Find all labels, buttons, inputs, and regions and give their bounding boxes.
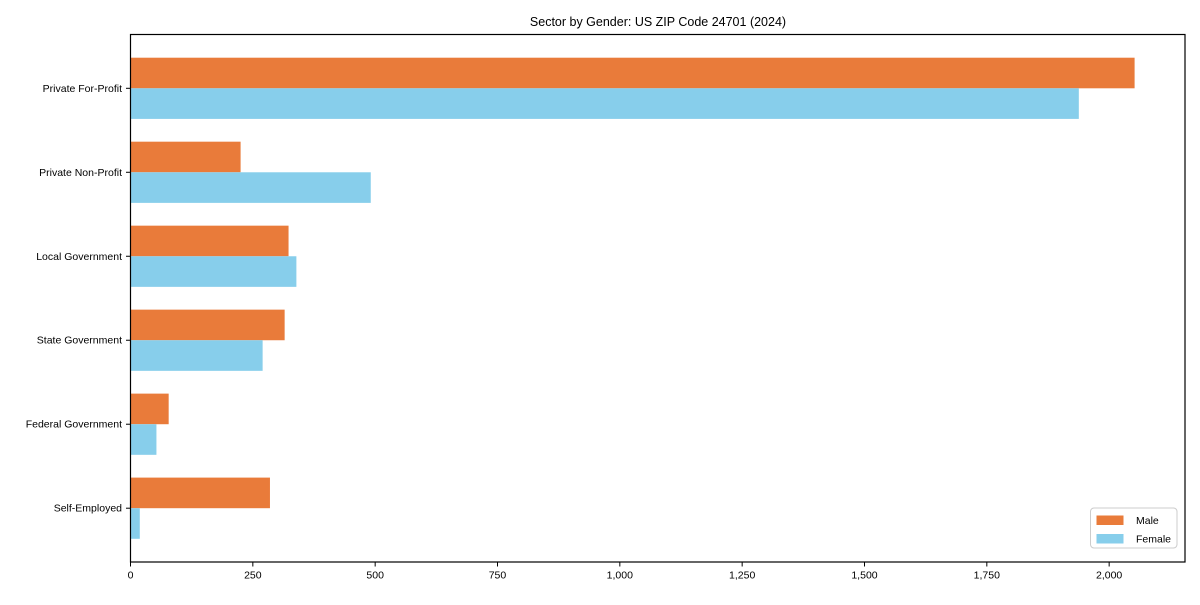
bar-female-0: [130, 88, 1079, 119]
x-tick-label: 750: [489, 570, 507, 582]
x-tick-label: 2,000: [1096, 570, 1122, 582]
legend-swatch-male: [1096, 515, 1124, 525]
category-label-6: Self-Employed: [54, 503, 122, 515]
bar-male-5: [130, 477, 270, 509]
category-label-5: Federal Government: [26, 419, 122, 431]
bar-male-4: [130, 393, 169, 425]
x-tick-label: 1,750: [974, 570, 1000, 582]
bar-female-4: [130, 424, 157, 455]
bar-female-5: [130, 508, 140, 539]
x-tick-label: 1,250: [729, 570, 755, 582]
category-label-4: State Government: [37, 335, 122, 347]
x-tick-label: 1,500: [851, 570, 877, 582]
category-label-2: Private Non-Profit: [39, 167, 122, 179]
bar-female-2: [130, 256, 297, 287]
legend-label-female: Female: [1136, 534, 1171, 546]
category-label-3: Local Government: [36, 251, 122, 263]
bar-male-1: [130, 141, 241, 173]
plot-border: [129, 33, 1186, 563]
bar-male-0: [130, 57, 1135, 89]
legend-swatch-female: [1096, 534, 1124, 544]
legend: Male Female: [1090, 507, 1178, 549]
x-tick-label: 1,000: [607, 570, 633, 582]
category-label-1: Private For-Profit: [43, 83, 122, 95]
chart-title: Sector by Gender: US ZIP Code 24701 (202…: [530, 15, 786, 29]
x-tick-label: 0: [128, 570, 134, 582]
x-tick-label: 500: [366, 570, 384, 582]
legend-label-male: Male: [1136, 515, 1159, 527]
bar-female-3: [130, 340, 263, 371]
bar-female-1: [130, 172, 371, 203]
axes-layer: 0 250 500 750 1,000 1,250 1,500 1,750 2,000 Priva…: [26, 33, 1186, 582]
bars-layer: [130, 57, 1135, 539]
x-tick-label: 250: [244, 570, 262, 582]
bar-male-2: [130, 225, 289, 257]
bar-male-3: [130, 309, 285, 341]
